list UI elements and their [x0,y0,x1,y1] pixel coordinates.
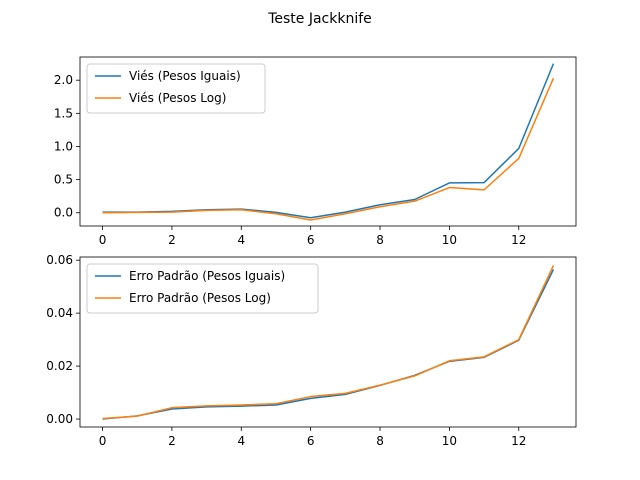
x-tick-label: 6 [307,233,315,247]
legend-box [86,63,266,114]
x-tick-label: 2 [168,434,176,448]
axes-frame [79,256,577,428]
x-tick-label: 12 [511,434,526,448]
series-line-1 [102,77,555,221]
y-tick-label: 0.0 [54,206,73,220]
legend: Erro Padrão (Pesos Iguais) Erro Padrão (P… [86,263,319,314]
x-tick-label: 10 [442,233,457,247]
x-tick-label: 6 [307,434,315,448]
legend-entry-1: Erro Padrão (Pesos Log) [129,291,271,305]
legend-entry-0: Erro Padrão (Pesos Iguais) [129,269,285,283]
y-tick-label: 1.5 [54,106,73,120]
y-tick-label: 0.00 [46,412,73,426]
y-tick-label: 0.04 [46,306,73,320]
x-tick-label: 4 [237,434,245,448]
x-tick-label: 0 [99,434,107,448]
x-tick-label: 10 [442,434,457,448]
top-plot: 0 2 4 6 8 10 12 0.0 0.5 1.0 1.5 2.0 Viés (Pesos Igua… [54,56,577,247]
y-tick-label: 0.5 [54,173,73,187]
y-tick-label: 2.0 [54,73,73,87]
x-tick-label: 2 [168,233,176,247]
x-tick-label: 8 [376,233,384,247]
x-tick-label: 4 [237,233,245,247]
legend-entry-0: Viés (Pesos Iguais) [129,69,241,83]
x-tick-label: 8 [376,434,384,448]
legend-entry-1: Viés (Pesos Log) [129,91,226,105]
x-tick-label: 0 [99,233,107,247]
figure-title: Teste Jackknife [267,11,372,27]
axes-frame [79,56,577,227]
x-tick-label: 12 [511,233,526,247]
legend: Viés (Pesos Iguais) Viés (Pesos Log) [86,63,266,114]
legend-box [86,263,319,314]
y-tick-label: 1.0 [54,139,73,153]
bottom-plot: 0 2 4 6 8 10 12 0.00 0.02 0.04 0.06 Erro Padrão (Pe… [46,253,577,448]
series-line-1 [102,265,555,420]
y-tick-label: 0.06 [46,253,73,267]
y-tick-label: 0.02 [46,359,73,373]
